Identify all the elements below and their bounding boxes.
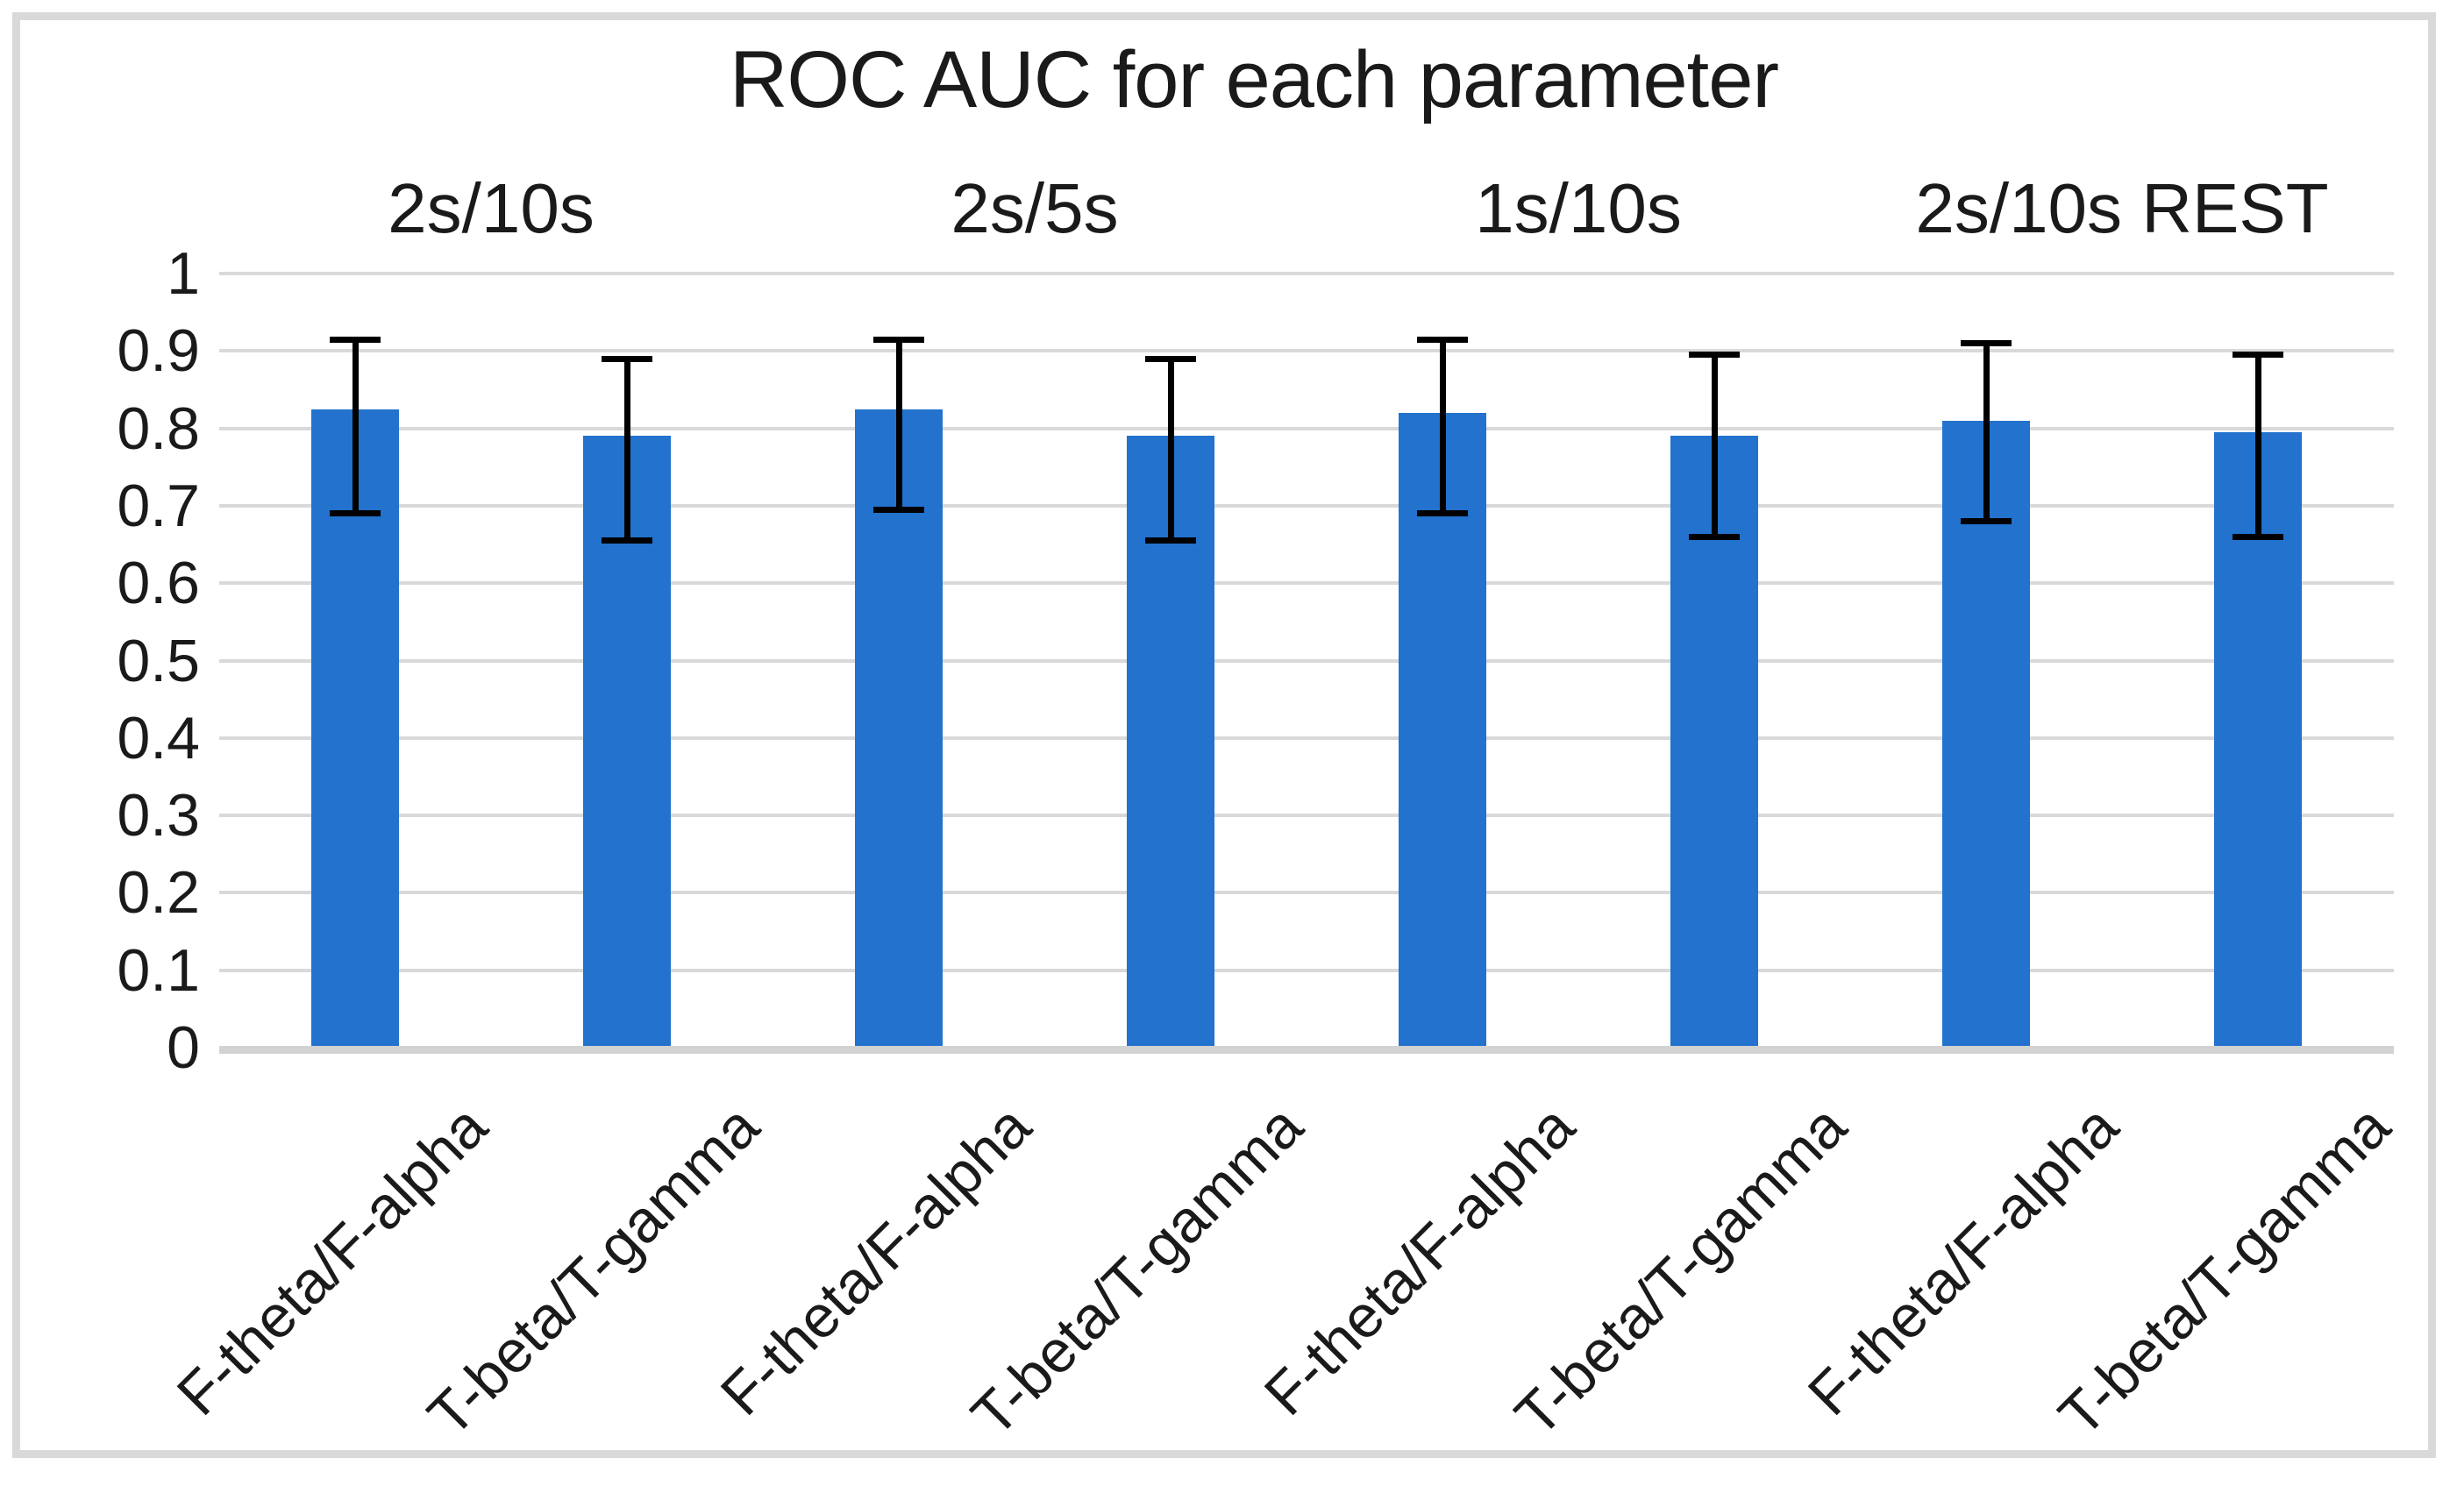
x-axis-baseline bbox=[219, 1046, 2394, 1054]
y-tick-label: 0.8 bbox=[117, 395, 200, 462]
error-bar-top-cap bbox=[1961, 339, 2012, 346]
error-bar bbox=[2254, 354, 2261, 537]
gridline bbox=[219, 968, 2394, 972]
y-tick-label: 0.5 bbox=[117, 627, 200, 694]
group-label: 2s/5s bbox=[951, 169, 1119, 247]
gridline bbox=[219, 891, 2394, 895]
error-bar-top-cap bbox=[1417, 336, 1468, 343]
error-bar-bottom-cap bbox=[1145, 537, 1196, 544]
y-tick-label: 0.1 bbox=[117, 936, 200, 1004]
error-bar bbox=[1983, 343, 1990, 522]
gridline bbox=[219, 426, 2394, 430]
error-bar bbox=[1439, 339, 1446, 514]
error-bar-bottom-cap bbox=[602, 537, 652, 544]
error-bar-top-cap bbox=[2233, 352, 2283, 359]
gridline bbox=[219, 272, 2394, 275]
plot-area bbox=[219, 272, 2394, 1054]
error-bar-top-cap bbox=[873, 336, 924, 343]
y-tick-label: 0.7 bbox=[117, 472, 200, 539]
y-tick-label: 0 bbox=[167, 1014, 200, 1081]
y-tick-label: 0.6 bbox=[117, 550, 200, 617]
y-tick-label: 1 bbox=[167, 240, 200, 307]
gridline bbox=[219, 581, 2394, 586]
chart-frame bbox=[12, 12, 2436, 1458]
error-bar bbox=[623, 359, 630, 541]
group-label: 1s/10s bbox=[1475, 169, 1682, 247]
error-bar-bottom-cap bbox=[1417, 510, 1468, 517]
y-tick-label: 0.3 bbox=[117, 782, 200, 850]
bar bbox=[1942, 420, 2030, 1048]
y-tick-label: 0.4 bbox=[117, 704, 200, 771]
group-label: 2s/10s bbox=[388, 169, 595, 247]
bar bbox=[855, 409, 943, 1048]
error-bar-top-cap bbox=[602, 355, 652, 362]
gridline bbox=[219, 658, 2394, 663]
y-tick-label: 0.9 bbox=[117, 317, 200, 385]
gridline bbox=[219, 503, 2394, 508]
error-bar-top-cap bbox=[330, 336, 381, 343]
error-bar bbox=[1167, 359, 1174, 541]
y-tick-label: 0.2 bbox=[117, 859, 200, 927]
error-bar-bottom-cap bbox=[1961, 518, 2012, 525]
error-bar-bottom-cap bbox=[1689, 533, 1740, 540]
bar bbox=[1399, 412, 1486, 1048]
chart-title: ROC AUC for each parameter bbox=[729, 35, 1779, 124]
error-bar-bottom-cap bbox=[873, 506, 924, 513]
error-bar bbox=[352, 339, 359, 514]
gridline bbox=[219, 736, 2394, 740]
error-bar-top-cap bbox=[1145, 355, 1196, 362]
error-bar-bottom-cap bbox=[2233, 533, 2283, 540]
gridline bbox=[219, 349, 2394, 353]
error-bar bbox=[895, 339, 902, 510]
error-bar bbox=[1711, 354, 1718, 537]
error-bar-bottom-cap bbox=[330, 510, 381, 517]
gridline bbox=[219, 814, 2394, 818]
group-label: 2s/10s REST bbox=[1915, 169, 2329, 247]
error-bar-top-cap bbox=[1689, 352, 1740, 359]
